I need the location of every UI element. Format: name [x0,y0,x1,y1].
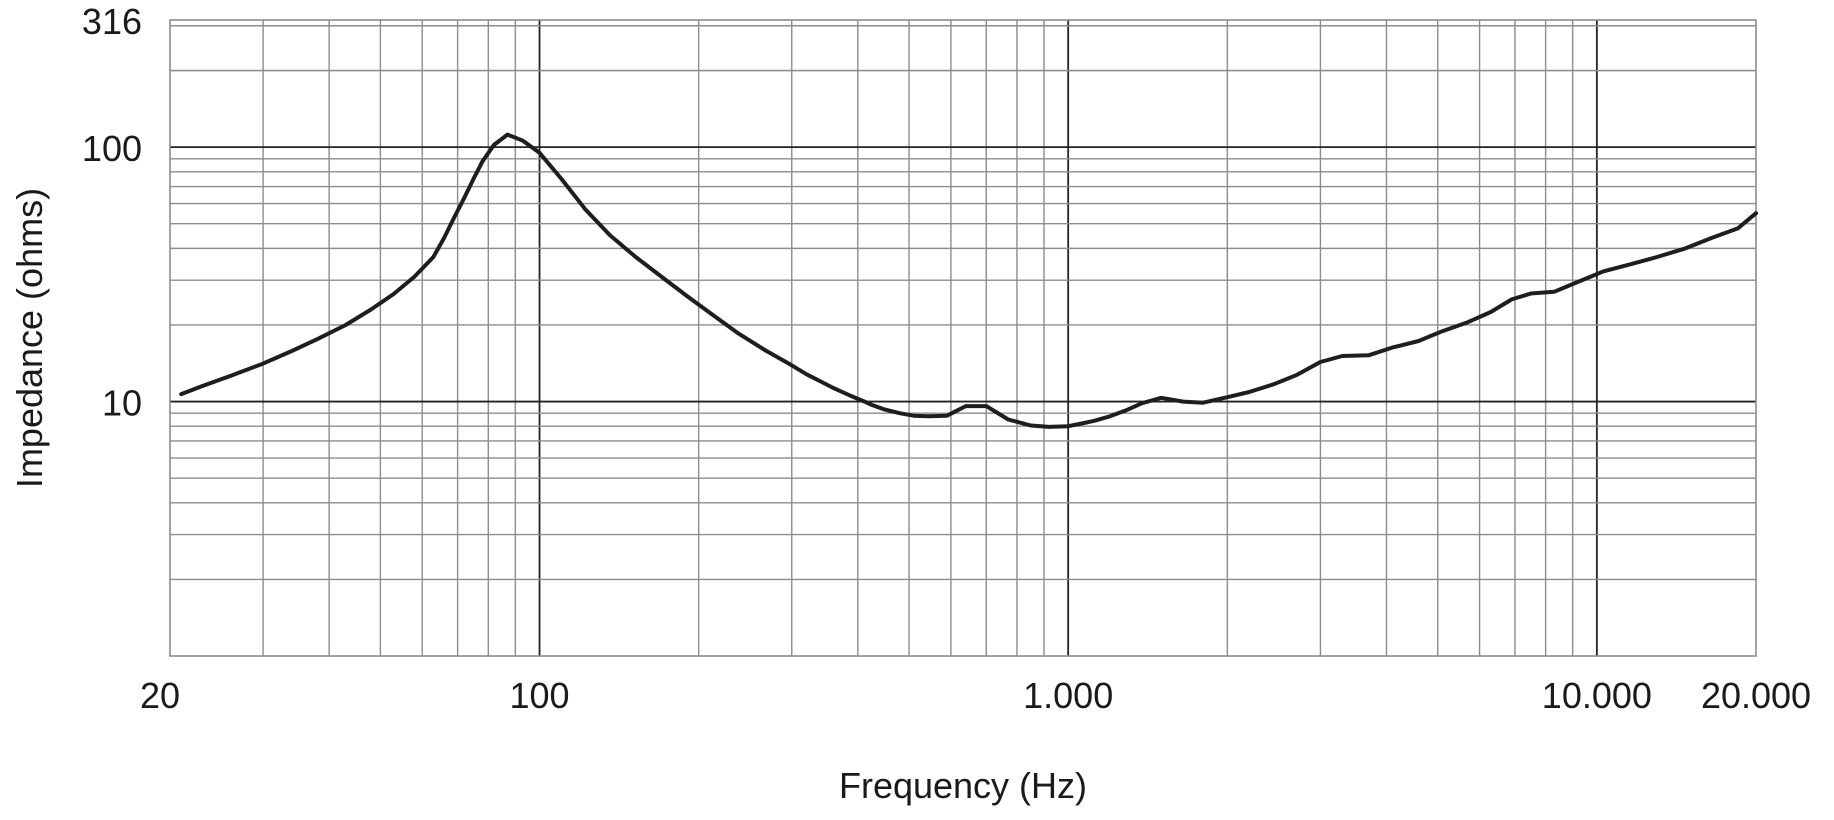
curve-layer [179,132,1758,429]
y-tick-label: 100 [82,128,142,169]
y-tick-label: 10 [102,383,142,424]
tick-labels: 20 100 1.000 10.000 20.000 10 100 316 [82,1,1811,716]
x-tick-label: 20 [140,675,180,716]
impedance-curve [179,132,1758,429]
x-tick-label: 100 [509,675,569,716]
x-tick-label: 20.000 [1701,675,1811,716]
x-axis-label: Frequency (Hz) [839,765,1087,806]
x-tick-label: 10.000 [1542,675,1652,716]
x-tick-label: 1.000 [1023,675,1113,716]
y-tick-label: 316 [82,1,142,42]
grid [170,20,1756,656]
plot-frame [169,19,1757,657]
y-axis-label: Impedance (ohms) [9,188,50,488]
